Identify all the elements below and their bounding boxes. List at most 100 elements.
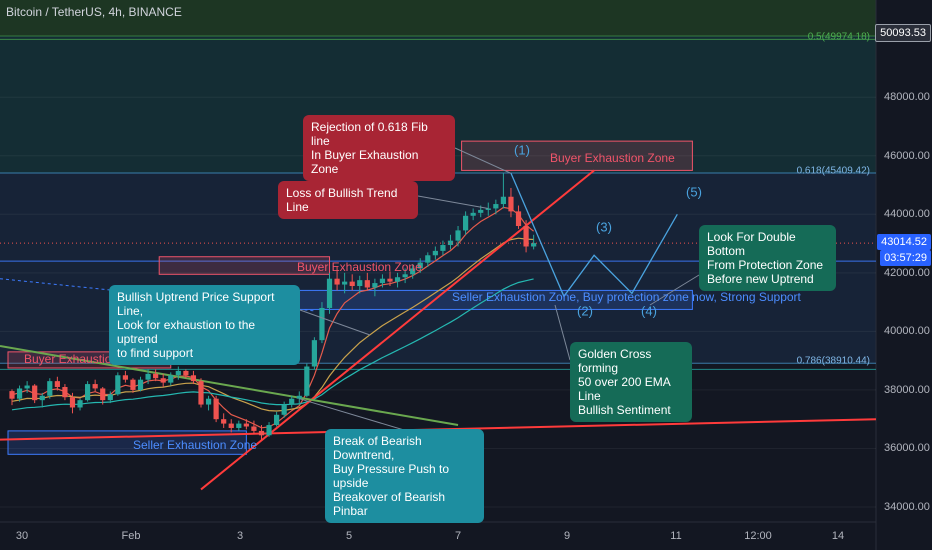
time-axis-label: 5 <box>345 530 353 542</box>
moving-average-line <box>11 237 534 412</box>
price-axis-label: 48000.00 <box>884 91 930 104</box>
elliott-wave-label: (3) <box>596 219 612 235</box>
candle-body <box>258 430 265 436</box>
price-axis-label: 46000.00 <box>884 149 930 162</box>
candle-body <box>137 379 144 390</box>
candle-body <box>425 255 431 263</box>
time-axis-label: 7 <box>454 530 462 542</box>
time-axis-label: 3 <box>236 530 244 542</box>
candle-body <box>251 426 257 431</box>
callout-uptrend-support[interactable]: Bullish Uptrend Price Support Line, Look… <box>109 285 300 365</box>
time-axis-label: 11 <box>670 530 682 542</box>
candle-body <box>130 379 136 390</box>
candle-body <box>394 277 401 282</box>
callout-pointer <box>649 274 700 306</box>
candle-body <box>364 280 370 288</box>
moving-average-line <box>11 278 534 411</box>
candle-body <box>500 196 506 205</box>
callout-break-downtrend[interactable]: Break of Bearish Downtrend, Buy Pressure… <box>325 429 484 523</box>
callout-rejection[interactable]: Rejection of 0.618 Fib line In Buyer Exh… <box>303 115 455 181</box>
callout-pointer <box>454 147 512 174</box>
candle-body <box>515 211 522 227</box>
top-price-tag: 50093.53 <box>875 24 931 42</box>
candle-body <box>410 268 416 275</box>
candle-body <box>39 395 45 401</box>
price-axis-label: 36000.00 <box>884 442 930 455</box>
uptrend-support-line <box>200 169 595 491</box>
chart-title: Bitcoin / TetherUS, 4h, BINANCE <box>6 5 182 19</box>
exhaustion-zone <box>158 256 331 275</box>
zone-label: Buyer Exhaustion Zone <box>297 260 422 274</box>
candle-body <box>523 226 529 247</box>
candle-body <box>115 375 121 395</box>
candle-body <box>236 423 242 428</box>
current-price-tag: 43014.52 <box>877 234 931 250</box>
candle-body <box>379 278 386 284</box>
price-axis-background <box>876 0 932 550</box>
zone-label: Seller Exhaustion Zone, Buy protection z… <box>452 290 801 304</box>
candle-body <box>342 281 348 285</box>
candle-body <box>304 366 310 396</box>
candle-body <box>463 215 469 231</box>
candle-body <box>319 307 325 341</box>
bearish-downtrend-line <box>0 345 459 427</box>
candle-body <box>160 378 166 383</box>
price-axis-label: 38000.00 <box>884 383 930 396</box>
price-axis-label: 34000.00 <box>884 501 930 513</box>
candle-body <box>153 373 159 379</box>
zone-label: Buyer Exhaustion Zone <box>550 151 675 165</box>
candle-body <box>85 384 91 401</box>
elliott-wave-label: (1) <box>514 142 530 158</box>
candle-body <box>296 395 302 399</box>
candle-body <box>168 375 174 383</box>
candle-body <box>470 212 476 216</box>
candle-body <box>100 388 106 401</box>
candle-body <box>402 274 408 278</box>
fib-level-label: 0.618(45409.42) <box>796 165 870 177</box>
callout-double-bottom[interactable]: Look For Double Bottom From Protection Z… <box>699 225 836 291</box>
candle-body <box>228 423 234 428</box>
candle-body <box>107 394 113 401</box>
candle-body <box>326 278 333 308</box>
candle-body <box>531 243 537 247</box>
candle-body <box>455 230 461 241</box>
candle-body <box>77 400 83 408</box>
candle-body <box>221 419 227 424</box>
fib-level-label: 0.786(38910.44) <box>796 355 870 367</box>
price-axis-label: 40000.00 <box>884 325 930 338</box>
candle-body <box>190 375 197 382</box>
candle-body <box>198 381 204 405</box>
exhaustion-zone <box>7 430 247 455</box>
candle-body <box>243 423 249 427</box>
candle-body <box>432 250 438 256</box>
candle-countdown: 03:57:29 <box>880 250 931 266</box>
candle-body <box>440 245 446 251</box>
candle-body <box>281 404 287 415</box>
candle-body <box>9 391 15 399</box>
fib-band-top <box>0 0 876 36</box>
callout-golden-cross[interactable]: Golden Cross forming 50 over 200 EMA Lin… <box>570 342 692 422</box>
candle-body <box>62 386 68 398</box>
candle-body <box>213 398 219 420</box>
candle-body <box>334 278 340 285</box>
candle-body <box>145 373 151 380</box>
candle-body <box>92 384 98 389</box>
fib-level-label: 0.5(49974.18) <box>807 31 870 43</box>
time-axis-label: 12:00 <box>744 530 772 542</box>
exhaustion-zone <box>461 140 693 171</box>
elliott-wave-label: (2) <box>577 303 593 319</box>
candle-body <box>205 398 212 405</box>
candle-body <box>175 370 181 376</box>
candle-body <box>349 281 355 287</box>
callout-pointer <box>299 309 371 336</box>
candle-body <box>32 385 38 401</box>
callout-trend-loss[interactable]: Loss of Bullish Trend Line <box>278 181 418 219</box>
wave-projection-line <box>510 173 678 298</box>
time-axis-label: 9 <box>563 530 571 542</box>
candle-body <box>274 414 280 426</box>
time-axis-label: 14 <box>831 530 845 542</box>
price-axis-label: 42000.00 <box>884 266 930 279</box>
time-axis-label: Feb <box>121 530 141 542</box>
candle-body <box>508 196 514 212</box>
